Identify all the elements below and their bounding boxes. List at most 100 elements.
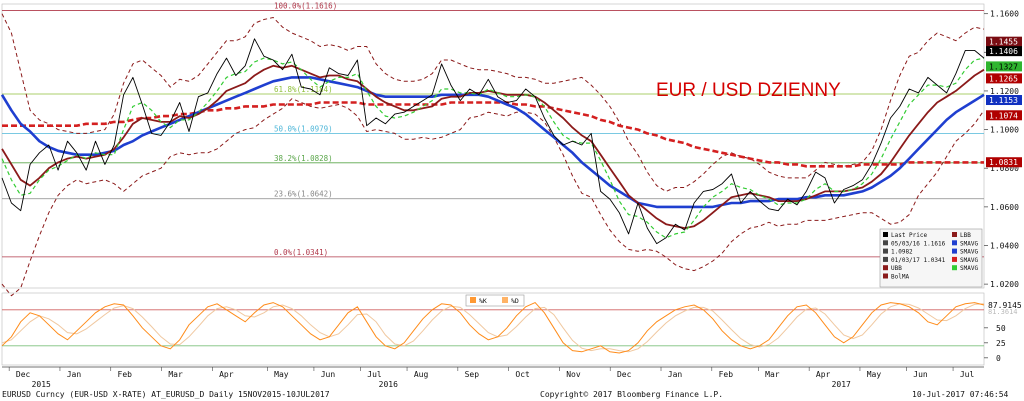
- series-line-smavg-10: [1, 57, 985, 239]
- footer-copyright: Copyright© 2017 Bloomberg Finance L.P.: [540, 390, 724, 399]
- legend-swatch: [952, 265, 957, 271]
- x-year-label: 2015: [32, 380, 51, 389]
- legend-swatch: [883, 248, 888, 254]
- footer: EURUSD Curncy (EUR-USD X-RATE) AT_EURUSD…: [0, 390, 1024, 401]
- legend-label: 01/03/17 1.0341: [891, 257, 946, 264]
- legend-frame: [879, 228, 983, 288]
- y-tick-label: 1.0400: [990, 241, 1019, 250]
- x-month-label: May: [274, 370, 289, 379]
- osc-legend-label: %D: [511, 297, 519, 305]
- osc-y-tick-label: 25: [996, 339, 1006, 348]
- x-month-label: Sep: [465, 370, 480, 379]
- x-month-label: Apr: [816, 370, 831, 379]
- series-line-smavg-200: [2, 101, 984, 168]
- x-month-label: Jan: [668, 370, 683, 379]
- price-tag-bg: [986, 36, 1022, 47]
- price-tag-bg: [986, 46, 1022, 57]
- x-year-label: 2016: [379, 380, 398, 389]
- price-tag-label: 1.1153: [989, 96, 1018, 105]
- legend-label: BolMA: [891, 274, 909, 281]
- x-month-label: Mar: [765, 370, 780, 379]
- x-year-label: 2017: [832, 380, 851, 389]
- legend-swatch: [952, 232, 957, 237]
- y-tick-label: 1.1600: [990, 10, 1019, 19]
- x-month-label: May: [867, 370, 882, 379]
- legend-swatch: [952, 240, 957, 246]
- x-month-label: Aug: [414, 370, 429, 379]
- legend-swatch: [883, 265, 888, 271]
- y-tick-label: 1.1000: [990, 126, 1019, 135]
- fib-level-label: 100.0%(1.1616): [274, 2, 337, 11]
- y-tick-label: 1.0800: [990, 164, 1019, 173]
- x-month-label: Apr: [219, 370, 234, 379]
- x-month-label: Jan: [67, 370, 82, 379]
- legend-label: UBB: [891, 265, 902, 272]
- price-tag-label: 1.0831: [989, 158, 1018, 167]
- fib-level-label: 23.6%(1.0642): [274, 190, 333, 199]
- legend-swatch: [952, 256, 957, 262]
- oscillator-line-pct-k: [1, 301, 985, 354]
- legend-swatch: [883, 232, 888, 237]
- x-month-label: Oct: [515, 370, 530, 379]
- x-month-label: Dec: [16, 370, 31, 379]
- x-month-label: Jun: [913, 370, 928, 379]
- price-tag-label: 1.1265: [989, 74, 1018, 83]
- legend-swatch: [883, 256, 888, 262]
- oscillator-frame: [1, 292, 985, 366]
- fib-level-label: 50.0%(1.0979): [274, 125, 333, 134]
- fib-level-label: 0.0%(1.0341): [274, 248, 328, 257]
- legend-label: SMAVG: [960, 249, 978, 256]
- legend-label: 05/03/16 1.1616: [891, 240, 946, 247]
- osc-legend-swatch: [502, 297, 508, 303]
- price-tag-label: 1.1406: [989, 47, 1018, 56]
- price-tag-bg: [986, 157, 1022, 168]
- legend-label: SMAVG: [960, 240, 978, 247]
- osc-y-tick-label: 0: [996, 354, 1001, 363]
- x-month-label: Dec: [617, 370, 632, 379]
- osc-y-tick-label: 50: [996, 324, 1006, 333]
- osc-value-label: 87.9145: [988, 301, 1022, 310]
- legend-swatch: [883, 273, 888, 279]
- price-panel: 1.0200 1.0400 1.0600 1.0800 1.1000 1.1200 1.14…: [0, 2, 1022, 297]
- oscillator-line-pct-d: [1, 303, 985, 353]
- legend-label: SMAVG: [960, 257, 978, 264]
- osc-legend-label: %K: [479, 297, 487, 305]
- series-line-smavg-50: [0, 76, 985, 209]
- legend-label: Last Price: [891, 232, 928, 239]
- price-tag-bg: [986, 73, 1022, 84]
- fib-level-label: 38.2%(1.0828): [274, 154, 333, 163]
- legend-label: SMAVG: [960, 265, 978, 272]
- y-tick-label: 1.1200: [990, 87, 1019, 96]
- x-month-label: Mar: [168, 370, 183, 379]
- series-line-smavg-20: [1, 64, 985, 230]
- price-tag-label: 1.1327: [989, 62, 1018, 71]
- y-tick-label: 1.0600: [990, 203, 1019, 212]
- legend-swatch: [952, 248, 957, 254]
- osc-legend-swatch: [470, 297, 476, 303]
- legend-label: 1.0982: [891, 249, 913, 256]
- x-month-label: Jul: [367, 370, 382, 379]
- series-line-last-price: [1, 38, 985, 245]
- footer-security: EURUSD Curncy (EUR-USD X-RATE) AT_EURUSD…: [2, 390, 330, 399]
- x-axis: Dec Jan Feb Mar Apr May Jun Jul Aug Sep Oct Nov Dec J…: [2, 366, 984, 389]
- x-month-label: Jul: [960, 370, 975, 379]
- y-tick-label: 1.0200: [990, 280, 1019, 289]
- price-tag-bg: [986, 61, 1022, 72]
- x-month-label: Feb: [719, 370, 734, 379]
- price-tag-bg: [986, 110, 1022, 121]
- osc-legend-frame: [465, 294, 525, 307]
- price-plot-frame: [1, 3, 985, 289]
- series-line-lbb: [1, 98, 985, 297]
- price-tag-label: 1.1074: [989, 111, 1018, 120]
- legend-swatch: [883, 240, 888, 246]
- footer-timestamp: 10-Jul-2017 07:46:54: [912, 390, 1009, 399]
- price-tag-bg: [986, 95, 1022, 106]
- chart-title: EUR / USD DZIENNY: [656, 80, 841, 101]
- price-tag-label: 1.1455: [989, 38, 1018, 47]
- x-month-label: Feb: [118, 370, 133, 379]
- fib-level-label: 61.8%(1.1184): [274, 85, 333, 94]
